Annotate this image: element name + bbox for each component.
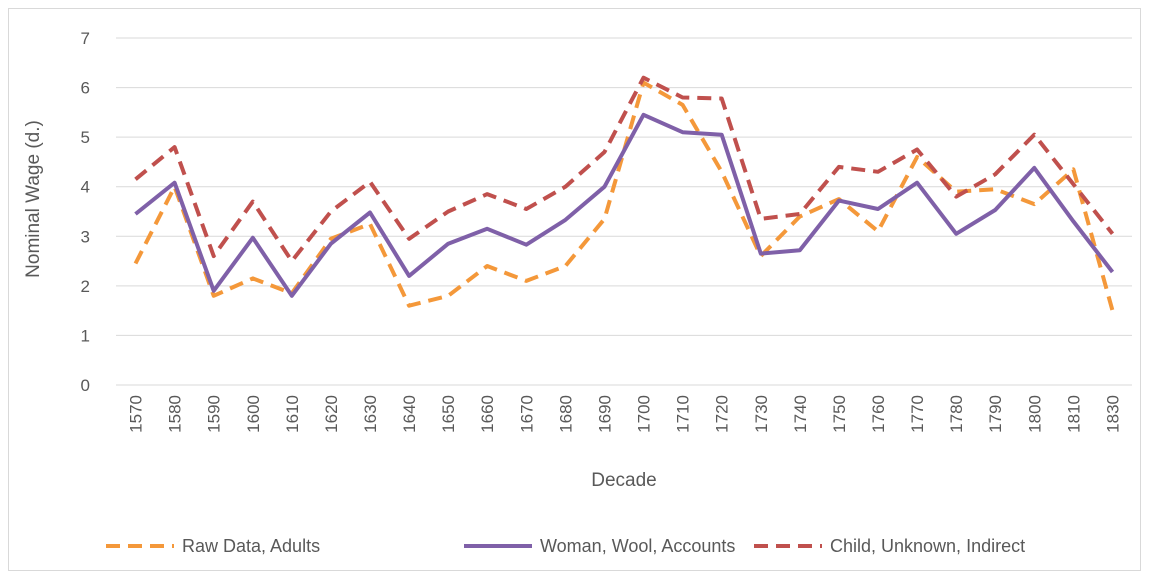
y-tick-label: 4 bbox=[81, 178, 90, 197]
x-tick-label: 1610 bbox=[283, 395, 302, 433]
x-tick-label: 1590 bbox=[205, 395, 224, 433]
x-tick-label: 1830 bbox=[1103, 395, 1122, 433]
y-tick-label: 6 bbox=[81, 79, 90, 98]
x-tick-label: 1700 bbox=[635, 395, 654, 433]
x-tick-label: 1690 bbox=[595, 395, 614, 433]
x-tick-label: 1750 bbox=[830, 395, 849, 433]
y-axis-title: Nominal Wage (d.) bbox=[23, 120, 44, 278]
x-tick-label: 1650 bbox=[439, 395, 458, 433]
x-tick-label: 1720 bbox=[713, 395, 732, 433]
chart-area: 0 1 2 3 4 5 6 7 1570 1580 1590 1600 1610 1620 1630 164… bbox=[8, 8, 1141, 571]
x-tick-label: 1760 bbox=[869, 395, 888, 433]
y-tick-label: 2 bbox=[81, 277, 90, 296]
x-tick-label: 1640 bbox=[400, 395, 419, 433]
x-tick-label: 1710 bbox=[674, 395, 693, 433]
legend-label: Child, Unknown, Indirect bbox=[830, 536, 1025, 556]
y-tick-label: 5 bbox=[81, 128, 90, 147]
x-tick-label: 1780 bbox=[947, 395, 966, 433]
line-chart: 0 1 2 3 4 5 6 7 1570 1580 1590 1600 1610 1620 1630 164… bbox=[23, 29, 1132, 556]
x-tick-label: 1570 bbox=[127, 395, 146, 433]
x-tick-label: 1730 bbox=[752, 395, 771, 433]
series-line-2 bbox=[134, 112, 1115, 298]
x-axis-ticks: 1570 1580 1590 1600 1610 1620 1630 1640 1650 1660… bbox=[127, 395, 1123, 433]
x-tick-label: 1810 bbox=[1064, 395, 1083, 433]
y-tick-label: 0 bbox=[81, 376, 90, 395]
x-tick-label: 1630 bbox=[361, 395, 380, 433]
x-tick-label: 1620 bbox=[322, 395, 341, 433]
legend-label: Woman, Wool, Accounts bbox=[540, 536, 735, 556]
x-tick-label: 1660 bbox=[478, 395, 497, 433]
series-line-3 bbox=[134, 75, 1115, 264]
y-tick-label: 1 bbox=[81, 326, 90, 345]
y-axis-ticks: 0 1 2 3 4 5 6 7 bbox=[81, 29, 90, 395]
gridlines bbox=[116, 37, 1132, 386]
series-lines bbox=[133, 75, 1115, 312]
legend-label: Raw Data, Adults bbox=[182, 536, 320, 556]
y-tick-label: 3 bbox=[81, 227, 90, 246]
x-axis-title: Decade bbox=[591, 470, 657, 491]
x-tick-label: 1680 bbox=[556, 395, 575, 433]
y-tick-label: 7 bbox=[81, 29, 90, 48]
x-tick-label: 1800 bbox=[1025, 395, 1044, 433]
x-tick-label: 1670 bbox=[517, 395, 536, 433]
legend: Raw Data, Adults Woman, Wool, Accounts Chi… bbox=[106, 536, 1025, 556]
x-tick-label: 1600 bbox=[244, 395, 263, 433]
x-tick-label: 1770 bbox=[908, 395, 927, 433]
x-tick-label: 1580 bbox=[166, 395, 185, 433]
x-tick-label: 1790 bbox=[986, 395, 1005, 433]
x-tick-label: 1740 bbox=[791, 395, 810, 433]
